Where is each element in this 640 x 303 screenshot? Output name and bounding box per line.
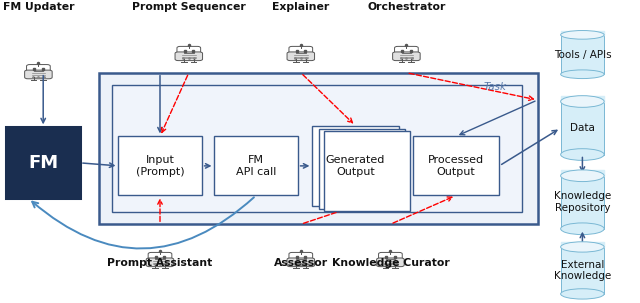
Ellipse shape [561,149,604,160]
FancyBboxPatch shape [27,65,51,74]
Text: External
Knowledge: External Knowledge [554,260,611,281]
Text: FM: FM [28,154,58,172]
Text: FM
API call: FM API call [236,155,276,177]
Bar [561,176,604,229]
Ellipse shape [561,31,604,39]
Text: Data: Data [570,123,595,133]
Bar [561,247,604,294]
Text: FM Updater: FM Updater [3,2,74,12]
FancyBboxPatch shape [99,73,538,224]
FancyBboxPatch shape [177,46,200,55]
FancyBboxPatch shape [175,52,202,61]
FancyBboxPatch shape [312,126,399,206]
Ellipse shape [561,96,604,107]
FancyBboxPatch shape [112,85,522,212]
Text: Tools / APIs: Tools / APIs [554,49,611,60]
FancyBboxPatch shape [118,136,202,195]
Text: Knowledge
Repository: Knowledge Repository [554,191,611,213]
Ellipse shape [561,289,604,299]
Text: Prompt Sequencer: Prompt Sequencer [132,2,246,12]
Text: Task: Task [483,82,506,92]
Ellipse shape [561,242,604,252]
FancyBboxPatch shape [413,136,499,195]
FancyBboxPatch shape [287,52,314,61]
FancyBboxPatch shape [287,258,314,267]
FancyBboxPatch shape [319,129,405,209]
Text: Input
(Prompt): Input (Prompt) [136,155,184,177]
FancyBboxPatch shape [214,136,298,195]
FancyBboxPatch shape [376,258,404,267]
FancyBboxPatch shape [393,52,420,61]
Text: Generated
Output: Generated Output [326,155,385,177]
FancyBboxPatch shape [289,252,312,261]
Ellipse shape [561,223,604,235]
FancyBboxPatch shape [289,46,312,55]
FancyBboxPatch shape [25,70,52,79]
Text: Assessor: Assessor [274,258,328,268]
Bar [561,102,604,155]
FancyBboxPatch shape [6,127,80,198]
Bar [561,35,604,74]
FancyBboxPatch shape [146,258,174,267]
FancyBboxPatch shape [148,252,172,261]
Text: Processed
Output: Processed Output [428,155,484,177]
FancyBboxPatch shape [324,131,410,211]
Text: Explainer: Explainer [272,2,330,12]
Text: Prompt Assistant: Prompt Assistant [108,258,212,268]
Ellipse shape [561,170,604,181]
Text: Orchestrator: Orchestrator [367,2,445,12]
FancyBboxPatch shape [395,46,419,55]
Ellipse shape [561,70,604,78]
Text: Knowledge Curator: Knowledge Curator [332,258,449,268]
FancyBboxPatch shape [379,252,403,261]
